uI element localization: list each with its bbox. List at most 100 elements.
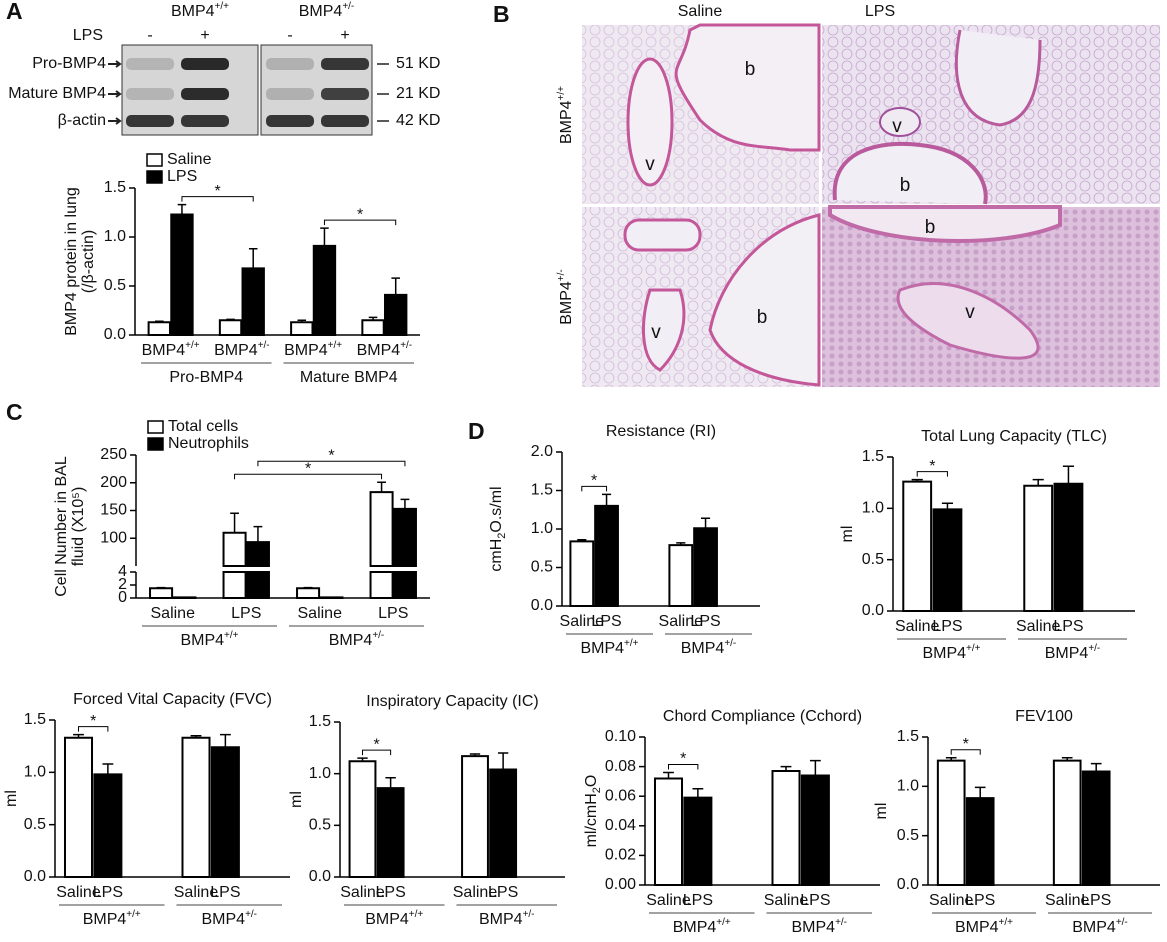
error-bar (911, 478, 923, 482)
error-bar (226, 318, 235, 321)
error-bar (663, 771, 674, 779)
x-tick-label: LPS (683, 892, 713, 909)
blot-band (266, 58, 314, 70)
y-tick-label: 0.0 (531, 597, 553, 614)
error-bar (248, 248, 258, 269)
y-axis-label: cmH2O.s/ml (488, 486, 508, 571)
y-tick-label: 1.5 (24, 711, 46, 728)
size-label: 42 KD (396, 112, 440, 129)
blot-band (181, 58, 229, 70)
x-tick-label: LPS (800, 892, 830, 909)
genotype-label: BMP4+/+ (171, 1, 229, 21)
significance-bracket (78, 726, 109, 732)
x-tick-label: LPS (965, 892, 995, 909)
bar (1023, 484, 1054, 612)
panel-label: B (493, 1, 510, 27)
y-tick-label: 250 (100, 446, 127, 463)
significance-label: * (373, 736, 379, 753)
y-tick-label: 0.08 (605, 758, 636, 775)
group-label: BMP4+/- (1072, 917, 1128, 937)
x-tick-label: LPS (378, 605, 408, 622)
y-tick-label: 0.00 (605, 876, 636, 893)
x-tick-label: LPS (932, 618, 962, 635)
y-tick-label: 0.0 (309, 868, 331, 885)
error-bar (219, 733, 231, 748)
lane-label: + (200, 27, 209, 44)
significance-label: * (591, 473, 597, 490)
column-title: Saline (678, 3, 723, 20)
bar (376, 787, 405, 878)
legend-label: Total cells (168, 418, 238, 435)
legend-swatch (146, 170, 163, 184)
y-tick-label: 0 (118, 589, 127, 606)
y-tick-label: 0.5 (531, 559, 553, 576)
bar (210, 746, 240, 878)
error-bar (941, 502, 954, 510)
x-tick-label: Saline (453, 884, 498, 901)
error-bar (357, 757, 368, 762)
x-tick-label: Saline (56, 884, 101, 901)
arrow (108, 117, 122, 125)
y-tick-label: 4 (118, 563, 127, 580)
error-bar (1062, 465, 1075, 484)
bar (149, 587, 174, 599)
blot-band (321, 58, 369, 70)
y-axis-label: fluid (X10⁵) (70, 487, 87, 567)
legend-swatch (147, 437, 164, 451)
significance-label: * (328, 447, 334, 464)
bar (241, 267, 265, 336)
error-bar (676, 542, 686, 546)
error-bar (230, 512, 239, 533)
y-tick-label: 1.0 (309, 765, 331, 782)
x-tick-label: Saline (560, 613, 605, 630)
treatment-label: LPS (73, 27, 103, 44)
histology-annotation: b (925, 217, 936, 238)
group-label: BMP4+/+ (922, 643, 980, 663)
significance-label: * (680, 751, 686, 768)
lane-label: - (287, 27, 292, 44)
y-axis-label: ml (3, 790, 20, 807)
y-tick-label: 0.04 (605, 817, 636, 834)
x-tick-label: Saline (174, 884, 219, 901)
bar (93, 773, 123, 878)
y-tick-label: 2 (118, 576, 127, 593)
significance-label: * (357, 206, 363, 223)
y-tick-label: 0.5 (862, 551, 884, 568)
error-bar (692, 788, 704, 798)
group-label: BMP4+/+ (580, 638, 638, 658)
error-bar (368, 316, 378, 321)
bar (312, 244, 337, 336)
error-bar (497, 752, 509, 770)
x-tick-label: LPS (210, 884, 240, 901)
y-axis-label: ml/cmH2O (583, 775, 603, 848)
lane-label: + (340, 27, 349, 44)
row-title: BMP4+/- (556, 269, 576, 325)
histology-annotation: v (645, 154, 655, 175)
group-label: BMP4+/+ (83, 909, 141, 929)
error-bar (297, 319, 307, 323)
x-tick-label: BMP4+/+ (142, 340, 200, 360)
y-tick-label: 1.5 (897, 728, 919, 745)
legend-label: Saline (167, 151, 212, 168)
blot-band (321, 88, 369, 100)
bar (290, 321, 314, 336)
group-label: BMP4+/+ (955, 917, 1013, 937)
x-tick-label: LPS (231, 605, 261, 622)
significance-bracket (257, 460, 406, 467)
bar (965, 797, 995, 886)
significance-label: * (214, 183, 220, 200)
x-tick-label: LPS (376, 884, 406, 901)
group-label: BMP4+/+ (365, 909, 423, 929)
significance-bracket (581, 485, 608, 492)
histology-annotation: b (757, 307, 768, 328)
panel-label: D (468, 418, 485, 444)
x-tick-label: Saline (929, 892, 974, 909)
error-bar (177, 203, 187, 215)
legend-label: LPS (167, 168, 197, 185)
bar (1053, 482, 1084, 612)
error-bar (190, 734, 202, 738)
y-tick-label: 0.5 (309, 817, 331, 834)
histology-annotation: v (965, 302, 975, 323)
significance-bracket (916, 471, 948, 477)
